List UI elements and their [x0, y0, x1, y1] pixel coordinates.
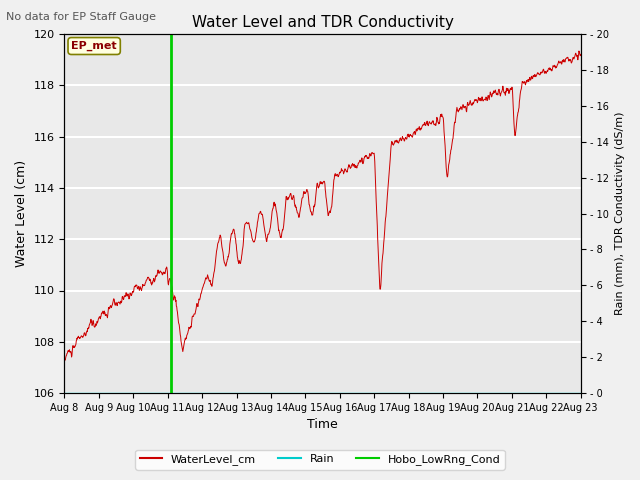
X-axis label: Time: Time: [307, 419, 338, 432]
Text: No data for EP Staff Gauge: No data for EP Staff Gauge: [6, 12, 156, 22]
Y-axis label: Water Level (cm): Water Level (cm): [15, 160, 28, 267]
Text: EP_met: EP_met: [71, 41, 117, 51]
Legend: WaterLevel_cm, Rain, Hobo_LowRng_Cond: WaterLevel_cm, Rain, Hobo_LowRng_Cond: [136, 450, 504, 469]
Title: Water Level and TDR Conductivity: Water Level and TDR Conductivity: [191, 15, 454, 30]
Y-axis label: Rain (mm), TDR Conductivity (dS/m): Rain (mm), TDR Conductivity (dS/m): [615, 112, 625, 315]
